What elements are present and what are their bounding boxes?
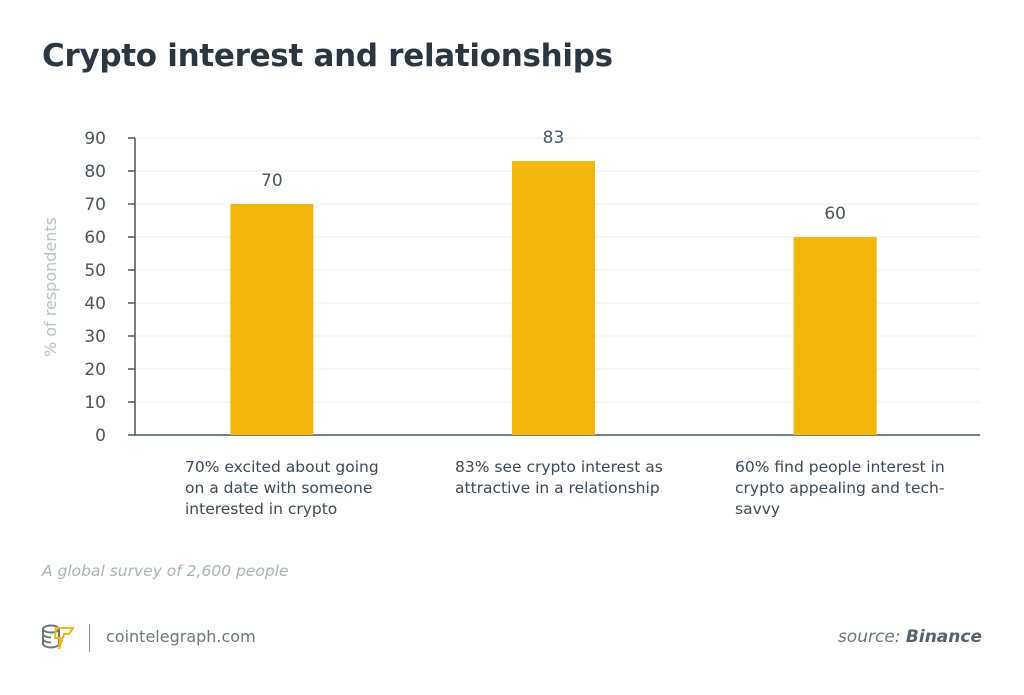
data-label: 83 [543, 128, 565, 148]
footer-divider [89, 624, 90, 652]
y-axis-label: % of respondents [41, 217, 60, 357]
category-label: 70% excited about going on a date with s… [185, 458, 379, 518]
source-credit: source: Binance [838, 627, 982, 647]
chart-title: Crypto interest and relationships [42, 38, 613, 74]
y-tick-label: 90 [84, 129, 106, 149]
category-label: 60% find people interest in crypto appea… [735, 458, 945, 518]
cointelegraph-logo-icon [42, 624, 75, 650]
source-prefix: source: [837, 627, 901, 647]
y-tick-label: 50 [84, 261, 106, 281]
y-tick-label: 10 [84, 393, 106, 413]
survey-note: A global survey of 2,600 people [42, 562, 289, 580]
y-tick-label: 30 [84, 327, 106, 347]
y-tick-label: 80 [84, 162, 106, 182]
bar [512, 161, 595, 435]
y-tick-label: 70 [84, 195, 106, 215]
category-label: 83% see crypto interest as attractive in… [455, 458, 663, 497]
y-tick-label: 60 [84, 228, 106, 248]
bar [793, 237, 877, 435]
data-label: 60 [824, 204, 846, 224]
brand-link[interactable]: cointelegraph.com [106, 627, 256, 646]
source-name: Binance [905, 627, 982, 647]
y-tick-label: 0 [95, 426, 106, 446]
y-tick-label: 20 [84, 360, 106, 380]
data-label: 70 [261, 171, 283, 191]
y-tick-label: 40 [84, 294, 106, 314]
bar [230, 204, 314, 435]
